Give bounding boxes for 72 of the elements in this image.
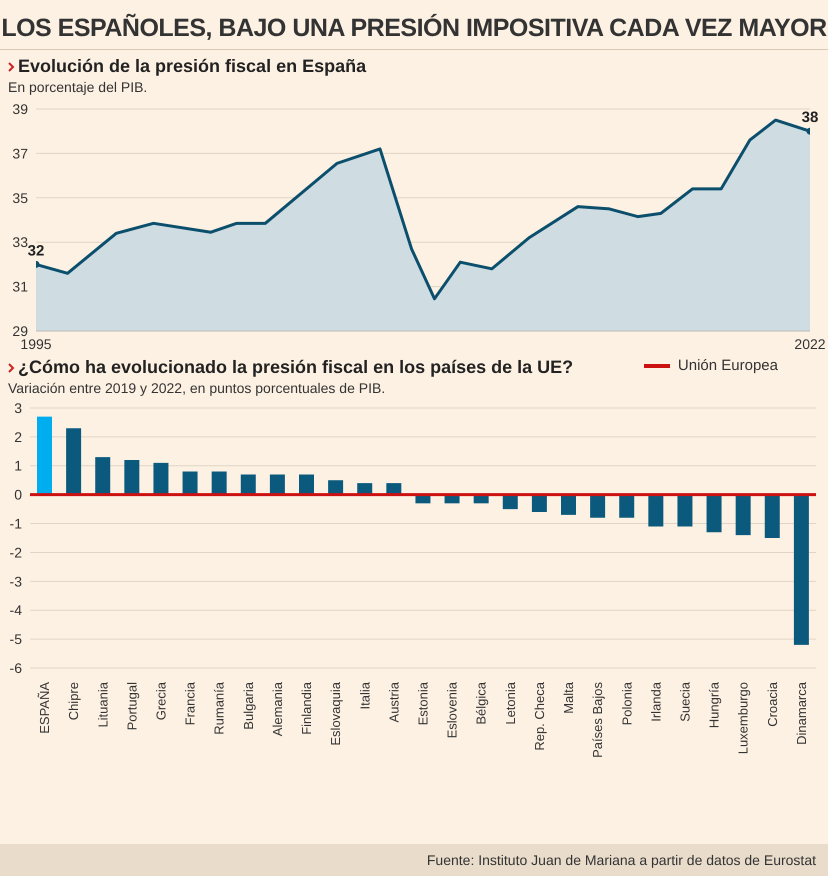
data-label: 32: [28, 242, 44, 260]
x-tick-label: ESPAÑA: [37, 682, 52, 734]
y-tick-label: 3: [14, 400, 22, 416]
bar: [153, 462, 168, 495]
bar: [736, 494, 751, 536]
x-tick-label: Letonia: [502, 681, 518, 725]
y-tick-label: 31: [12, 278, 28, 295]
y-tick-label: 2: [14, 428, 22, 445]
y-tick-label: -4: [10, 602, 22, 618]
y-tick-label: 1: [14, 458, 22, 474]
y-tick-label: 39: [12, 100, 28, 117]
x-tick-label: Dinamarca: [794, 681, 809, 745]
bar: [240, 474, 256, 495]
bar: [619, 494, 634, 518]
chart-subtitle: Variación entre 2019 y 2022, en puntos porcentuales de PIB.: [8, 380, 386, 396]
bar: [37, 416, 52, 495]
x-tick-label: Hungría: [706, 681, 722, 728]
x-tick-label: Estonia: [416, 681, 430, 726]
y-tick-label: -1: [10, 516, 22, 532]
x-tick-label: Irlanda: [648, 681, 664, 722]
x-tick-label: Grecia: [154, 681, 168, 720]
x-tick-label: Chipre: [66, 682, 82, 720]
y-tick-label: 35: [12, 190, 28, 206]
y-tick-label: -3: [10, 573, 22, 590]
x-tick-label: Lituania: [95, 681, 110, 728]
bar: [561, 494, 576, 515]
x-tick-label: Bélgica: [474, 681, 489, 725]
bar: [182, 472, 198, 495]
source-note: Fuente: Instituto Juan de Mariana a partir de datos de Eurostat: [426, 852, 816, 868]
bar: [794, 494, 809, 645]
data-label: 38: [802, 109, 818, 126]
chart-title: Evolución de la presión fiscal en España: [17, 56, 368, 77]
bar: [66, 428, 82, 495]
x-tick-label: Suecia: [678, 681, 692, 722]
legend-label: Unión Europea: [676, 357, 778, 374]
x-tick-label: Finlandia: [299, 681, 314, 735]
bar: [95, 457, 110, 495]
y-tick-label: 0: [14, 486, 22, 503]
text: LOS ESPAÑOLES, BAJO UNA PRESIÓN IMPOSITIVA CADA VEZ MAYOR: [0, 0, 828, 50]
chart-subtitle: En porcentaje del PIB.: [8, 79, 148, 95]
x-tick-label: Austria: [386, 681, 402, 722]
chart-title: ¿Cómo ha evolucionado la presión fiscal en los países de la UE?: [18, 357, 574, 377]
x-tick-label: Eslovaquia: [328, 681, 344, 746]
bar: [677, 494, 692, 526]
y-tick-label: -6: [10, 660, 22, 676]
bar: [270, 474, 285, 495]
bar: [764, 494, 780, 538]
bar: [532, 494, 547, 512]
x-tick-label: Rumanía: [212, 681, 227, 735]
x-tick-label: Italia: [357, 681, 372, 710]
x-tick-label: Alemania: [270, 681, 285, 736]
bar: [706, 494, 722, 532]
x-tick-label: Francia: [182, 681, 198, 726]
bar: [648, 494, 664, 526]
y-tick-label: -2: [10, 544, 22, 560]
bar: [299, 474, 314, 495]
bar: [124, 460, 140, 495]
x-tick-label: Bulgaria: [240, 681, 256, 730]
x-tick-label: Países Bajos: [590, 682, 606, 758]
bar: [590, 494, 606, 518]
x-tick-label: Eslovenia: [444, 681, 460, 738]
y-tick-label: 33: [12, 234, 28, 250]
x-tick-label: Croacia: [764, 681, 780, 727]
x-tick-label: Polonia: [619, 681, 634, 726]
x-tick-label: Luxemburgo: [736, 682, 751, 754]
x-tick-label: Malta: [561, 681, 576, 714]
y-tick-label: -5: [10, 631, 22, 648]
y-tick-label: 37: [12, 145, 28, 162]
x-tick-label: Rep. Checa: [532, 681, 547, 751]
x-tick-label: Portugal: [124, 682, 140, 730]
bar: [212, 472, 227, 495]
x-tick-label: 2022: [794, 336, 826, 352]
